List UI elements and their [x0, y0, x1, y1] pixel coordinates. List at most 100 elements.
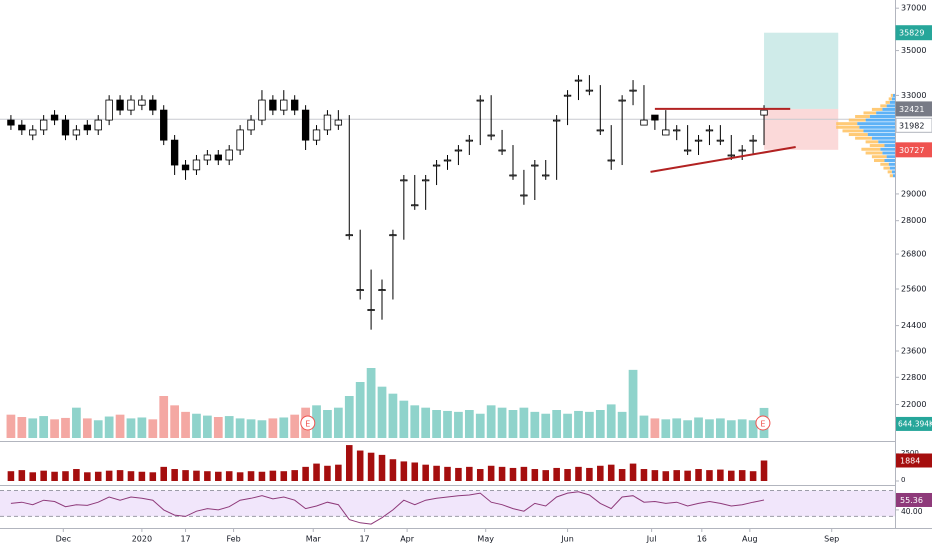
profile-up: [888, 162, 895, 166]
candle-body: [312, 129, 321, 141]
candle-body: [367, 309, 375, 311]
candle-body: [498, 149, 506, 152]
volume-bar: [726, 420, 736, 438]
profile-up: [880, 147, 895, 151]
profile-up: [865, 118, 895, 122]
profile-down: [871, 107, 883, 111]
profile-down: [871, 155, 887, 159]
candle-body: [618, 99, 626, 102]
candle-body: [694, 139, 703, 142]
indicator-bar: [553, 467, 560, 481]
volume-bar: [224, 416, 234, 438]
y-tick-label: 22000: [901, 400, 926, 409]
candle-body: [716, 139, 725, 142]
profile-up: [863, 129, 895, 133]
x-tick-label: Feb: [226, 535, 240, 544]
profile-down: [883, 166, 890, 170]
indicator-bar: [127, 471, 135, 481]
candle-body: [443, 159, 452, 162]
candle-body: [432, 164, 441, 167]
volume-bar: [61, 417, 70, 438]
profile-down: [874, 158, 885, 162]
candle-body: [72, 129, 81, 136]
event-label: E: [760, 420, 765, 429]
profile-down: [885, 100, 890, 104]
volume-bar: [661, 419, 671, 438]
indicator-bar: [618, 469, 626, 481]
indicator-bar: [247, 471, 255, 481]
indicator-bar: [258, 471, 266, 481]
x-tick-label: Jun: [560, 535, 574, 544]
x-tick-label: Mar: [306, 535, 322, 544]
volume-bar: [672, 418, 682, 438]
x-tick-label: Sep: [824, 535, 839, 544]
indicator-bar: [520, 466, 528, 481]
volume-bar: [137, 417, 147, 438]
indicator-bar: [706, 470, 713, 481]
indicator-bar: [662, 471, 670, 481]
y-tick-label: 40.00: [901, 507, 923, 516]
candle-body: [94, 119, 102, 131]
indicator-bar: [400, 461, 408, 481]
candle-body: [596, 129, 604, 132]
profile-down: [889, 174, 893, 178]
indicator-bar: [597, 465, 604, 481]
volume-bar: [312, 405, 321, 438]
candle-body: [531, 164, 539, 167]
volume-bar: [115, 414, 125, 438]
indicator-bar: [575, 466, 582, 481]
candle-body: [673, 129, 681, 132]
volume-bar: [203, 415, 212, 438]
candle-body: [585, 89, 594, 92]
candle-body: [520, 194, 528, 197]
stop-zone: [764, 108, 839, 150]
target-zone: [764, 32, 839, 109]
indicator-bar: [313, 463, 320, 481]
volume-bar: [246, 419, 256, 438]
volume-bar: [159, 396, 169, 438]
candle-body: [18, 124, 26, 131]
candle-body: [651, 114, 659, 121]
indicator-bar: [651, 470, 659, 481]
candle-body: [629, 89, 637, 92]
indicator-bar: [149, 472, 157, 481]
candle-body: [116, 99, 124, 111]
volume-bar: [268, 418, 278, 438]
volume-bar: [486, 405, 496, 438]
rsi-badge-label: 55.36: [900, 496, 923, 505]
candle-body: [683, 149, 692, 152]
price-badge-label: 31982: [899, 121, 924, 130]
indicator-bar: [40, 470, 47, 481]
candle-body: [476, 99, 484, 102]
profile-down: [848, 133, 868, 137]
x-tick-label: Dec: [56, 535, 71, 544]
rsi-line: [10, 491, 765, 525]
indicator-bar: [749, 471, 757, 481]
volume-bar: [344, 396, 354, 438]
indicator-bar: [586, 467, 593, 481]
candle-body: [50, 114, 59, 121]
candle-body: [705, 129, 714, 132]
indicator-bar: [564, 469, 571, 481]
indicator-bar: [738, 470, 746, 481]
price-badge: [895, 142, 932, 158]
candle-body: [574, 79, 583, 82]
profile-down: [869, 144, 885, 148]
volume-bar: [366, 368, 376, 438]
indicator-badge-label: 1884: [900, 456, 920, 465]
profile-up: [859, 125, 895, 129]
price-badge-label: 32421: [899, 105, 924, 114]
profile-down: [861, 147, 881, 151]
volume-bar: [148, 419, 158, 438]
candle-body: [465, 139, 474, 142]
volume-bar: [432, 410, 441, 438]
candle-body: [61, 119, 70, 136]
indicator-bar: [18, 470, 26, 481]
candle-body: [487, 134, 495, 137]
candle-body: [291, 99, 299, 111]
candle-body: [203, 154, 212, 161]
indicator-bar: [302, 466, 309, 481]
profile-down: [890, 93, 893, 97]
volume-bar: [519, 407, 529, 438]
indicator-bar: [498, 466, 506, 481]
